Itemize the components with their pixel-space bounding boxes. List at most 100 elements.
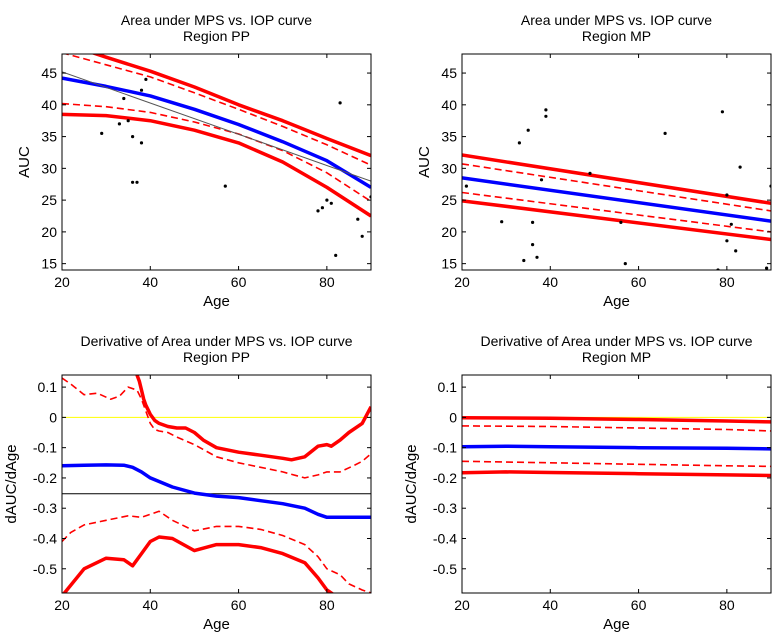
data-point — [720, 110, 725, 114]
plot-area — [462, 415, 771, 478]
plot-area — [62, 49, 371, 257]
data-point — [316, 209, 320, 213]
data-point — [544, 108, 548, 112]
y-tick-label: -0.5 — [433, 561, 457, 577]
series-line-thick-red-6 — [90, 54, 371, 158]
data-point — [334, 253, 338, 257]
x-tick-label: 60 — [631, 597, 647, 613]
series-line-thick-red-1 — [462, 199, 771, 242]
chart-subtitle: Region PP — [183, 28, 250, 44]
data-point — [100, 131, 104, 135]
chart-subtitle: Region MP — [582, 28, 651, 44]
data-point — [544, 114, 548, 118]
series-line-thick-red-3 — [62, 535, 335, 593]
chart-title: Area under MPS vs. IOP curve — [521, 12, 712, 28]
y-tick-label: 35 — [41, 129, 57, 145]
x-tick-label: 80 — [719, 597, 735, 613]
axes-frame — [61, 53, 372, 271]
data-point — [264, 49, 267, 52]
data-point — [734, 249, 738, 253]
y-tick-label: 15 — [441, 256, 457, 272]
series-line-dashed-red-4 — [462, 163, 771, 212]
x-tick-label: 60 — [231, 274, 247, 290]
axes-frame — [61, 374, 372, 594]
series-line-dashed-red-2 — [62, 102, 371, 203]
y-tick-label: -0.3 — [33, 500, 57, 516]
y-tick-label: 25 — [41, 192, 57, 208]
y-axis-label: AUC — [416, 146, 433, 178]
y-tick-label: 35 — [441, 129, 457, 145]
series-line-dashed-red-5 — [462, 460, 771, 468]
x-tick-label: 20 — [454, 597, 470, 613]
x-tick-label: 40 — [142, 274, 158, 290]
chart-subtitle: Region MP — [582, 349, 651, 365]
data-point — [619, 220, 623, 224]
chart-title: Derivative of Area under MPS vs. IOP cur… — [480, 333, 752, 349]
y-tick-label: -0.2 — [33, 470, 57, 486]
series-line-dashed-red-6 — [62, 377, 371, 479]
y-tick-label: 0 — [449, 409, 457, 425]
data-point — [623, 262, 627, 266]
y-tick-label: 40 — [41, 97, 57, 113]
data-point — [122, 96, 126, 101]
series-line-dashed-red-2 — [462, 191, 771, 233]
series-line-dashed-red-4 — [62, 510, 371, 593]
x-tick-label: 20 — [454, 274, 470, 290]
x-tick-label: 80 — [719, 274, 735, 290]
data-point — [131, 180, 135, 184]
x-axis-label: Age — [603, 616, 630, 633]
axes-frame — [461, 374, 772, 594]
y-tick-label: 0 — [49, 409, 57, 425]
chart-title: Area under MPS vs. IOP curve — [121, 12, 312, 28]
x-tick-label: 40 — [542, 597, 558, 613]
y-tick-label: -0.4 — [433, 531, 457, 547]
data-point — [144, 77, 148, 81]
y-tick-label: 20 — [41, 224, 57, 240]
data-point — [338, 101, 342, 105]
data-point — [517, 141, 522, 145]
data-point — [725, 193, 729, 197]
x-tick-label: 20 — [54, 274, 70, 290]
data-point — [126, 119, 130, 123]
series-line-thin-black-4 — [62, 71, 371, 182]
plot-area — [462, 108, 771, 270]
data-point — [223, 184, 227, 188]
x-tick-label: 40 — [542, 274, 558, 290]
y-tick-label: 0.1 — [438, 379, 458, 395]
data-point — [329, 201, 333, 205]
y-tick-label: -0.1 — [33, 440, 57, 456]
y-tick-label: 45 — [41, 65, 57, 81]
y-tick-label: -0.1 — [433, 440, 457, 456]
x-axis-label: Age — [203, 293, 230, 310]
chart-title: Derivative of Area under MPS vs. IOP cur… — [80, 333, 352, 349]
y-tick-label: -0.4 — [33, 531, 57, 547]
data-point — [320, 206, 324, 210]
data-point — [500, 220, 504, 224]
data-point — [531, 220, 535, 224]
y-tick-label: 30 — [41, 160, 57, 176]
plot-area — [62, 375, 371, 593]
chart-panel-3: Derivative of Area under MPS vs. IOP cur… — [3, 333, 372, 633]
series-line-dashed-red-5 — [63, 54, 371, 166]
data-point — [531, 243, 535, 247]
data-point — [725, 239, 729, 243]
x-tick-label: 80 — [319, 597, 335, 613]
y-tick-label: 30 — [441, 160, 457, 176]
series-line-thick-red-2 — [462, 415, 771, 424]
data-point — [117, 122, 121, 126]
series-line-thick-red-7 — [135, 375, 371, 462]
data-point — [738, 165, 742, 169]
x-axis-label: Age — [203, 616, 230, 633]
y-tick-label: 0.1 — [38, 379, 58, 395]
y-axis-label: dAUC/dAge — [3, 444, 20, 523]
data-point — [139, 141, 144, 145]
x-tick-label: 60 — [231, 597, 247, 613]
data-point — [663, 131, 667, 135]
series-line-thick-blue-3 — [62, 76, 371, 189]
y-tick-label: 45 — [441, 65, 457, 81]
data-point — [139, 88, 144, 92]
data-point — [522, 258, 526, 263]
